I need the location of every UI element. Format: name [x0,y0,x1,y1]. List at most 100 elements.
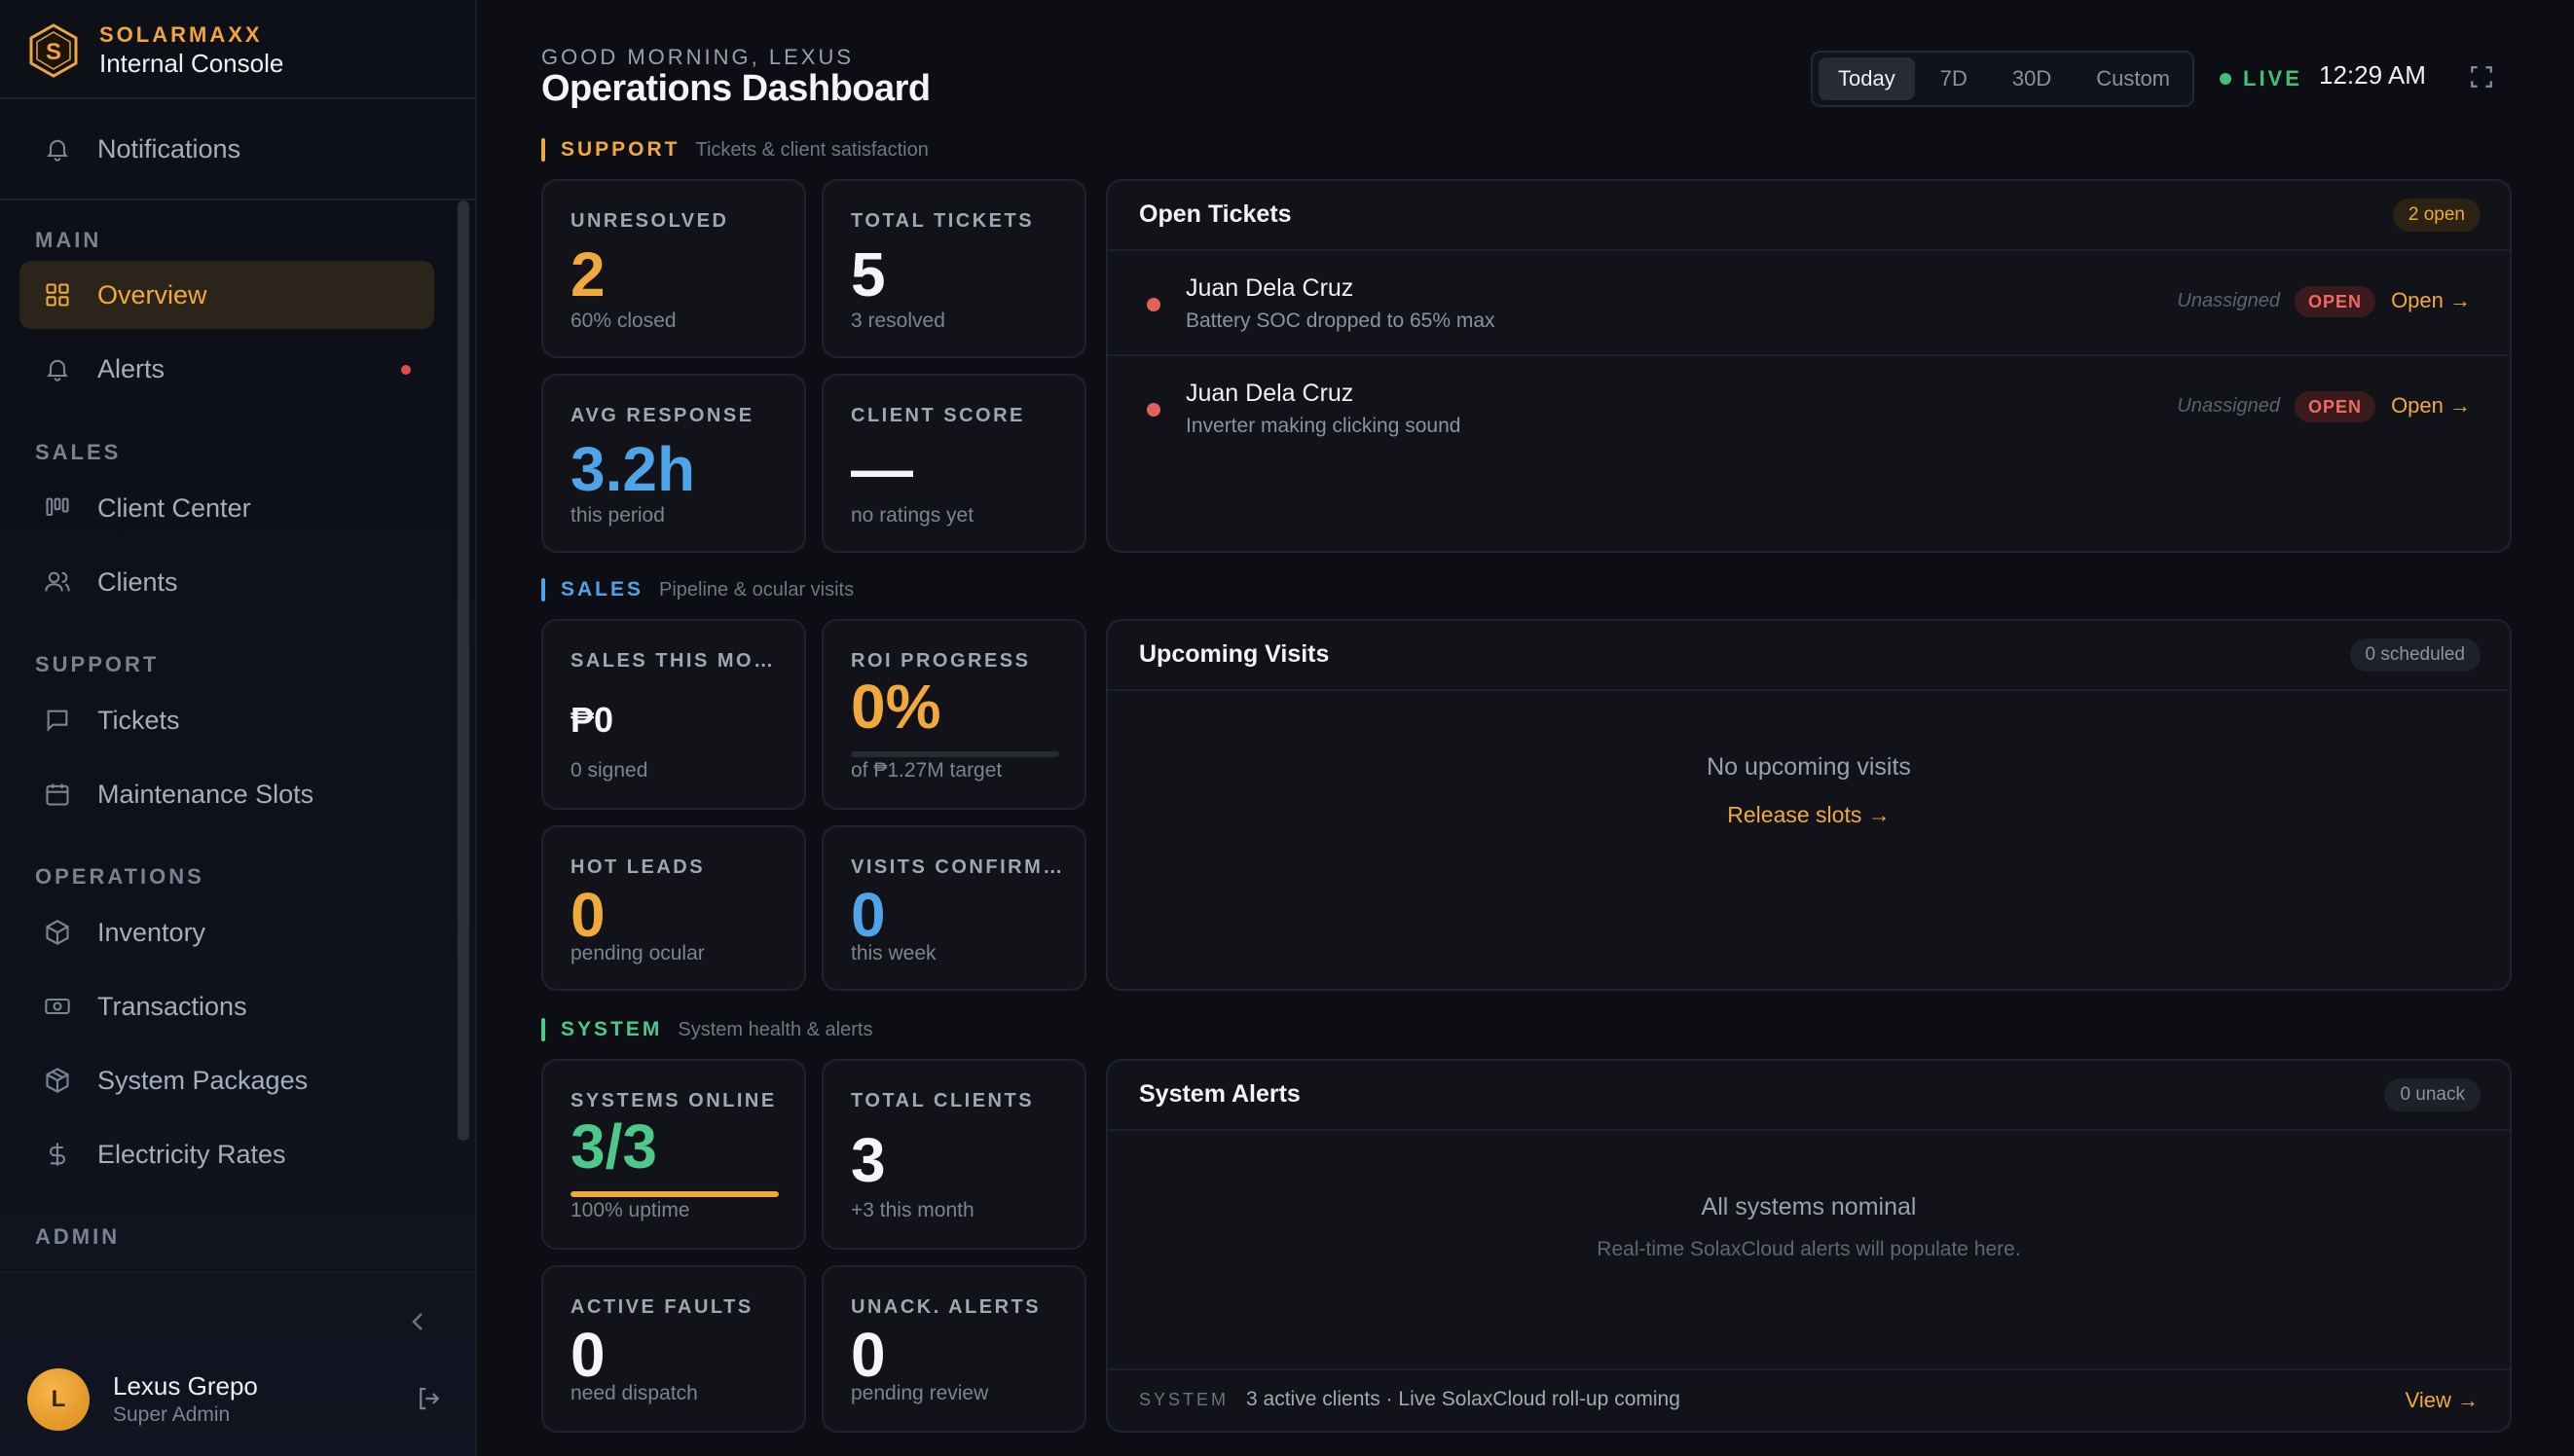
panel-title: Open Tickets [1139,200,1292,228]
kpi-label: SYSTEMS ONLINE [570,1090,777,1111]
grid-icon [43,280,72,309]
kpi-label: VISITS CONFIRMED [851,856,1065,878]
calendar-icon [43,780,72,809]
kpi-unresolved[interactable]: UNRESOLVED 2 60% closed [541,179,806,358]
sidebar-item-system-packages[interactable]: System Packages [19,1046,434,1114]
panel-title: Upcoming Visits [1139,640,1330,668]
ticket-assignee: Unassigned [2177,290,2280,311]
status-badge: OPEN [2294,391,2375,422]
open-tickets-panel: Open Tickets 2 open Juan Dela Cruz Batte… [1106,179,2512,553]
kpi-label: ROI PROGRESS [851,650,1031,672]
alert-indicator-dot [401,365,411,375]
kpi-total-tickets[interactable]: TOTAL TICKETS 5 3 resolved [822,179,1086,358]
kpi-systems-online[interactable]: SYSTEMS ONLINE 3/3 100% uptime [541,1059,806,1250]
section-title: SALES [561,578,644,601]
section-description: System health & alerts [678,1018,873,1040]
kpi-active-faults[interactable]: ACTIVE FAULTS 0 need dispatch [541,1265,806,1433]
ticket-description: Inverter making clicking sound [1186,415,1461,437]
user-profile[interactable]: L Lexus Grepo Super Admin [27,1368,258,1431]
sidebar-item-label: Clients [97,566,178,597]
brand[interactable]: S SOLARMAXX Internal Console [27,21,283,80]
kanban-icon [43,493,72,523]
sidebar-item-clients[interactable]: Clients [19,548,434,616]
fullscreen-button[interactable] [2469,64,2494,90]
priority-dot [1147,298,1160,311]
collapse-sidebar-button[interactable] [403,1304,432,1339]
user-info: Lexus Grepo Super Admin [113,1370,258,1429]
range-today-button[interactable]: Today [1819,57,1915,100]
kpi-value: 0 [851,880,886,950]
kpi-value: 5 [851,239,886,309]
sidebar-item-maintenance-slots[interactable]: Maintenance Slots [19,760,434,828]
banknote-icon [43,992,72,1021]
kpi-value: 0 [570,880,606,950]
kpi-client-score[interactable]: CLIENT SCORE — no ratings yet [822,374,1086,553]
section-accent-bar [541,1018,545,1041]
ticket-client-name: Juan Dela Cruz [1186,274,1354,302]
ticket-description: Battery SOC dropped to 65% max [1186,309,1495,332]
open-ticket-link[interactable]: Open → [2391,288,2471,312]
section-title: SYSTEM [561,1018,663,1040]
kpi-value: ₱0 [570,700,614,740]
open-ticket-link[interactable]: Open → [2391,393,2471,418]
sidebar-item-transactions[interactable]: Transactions [19,972,434,1040]
kpi-roi-progress[interactable]: ROI PROGRESS 0% of ₱1.27M target [822,619,1086,810]
kpi-label: HOT LEADS [570,856,706,878]
sidebar-item-inventory[interactable]: Inventory [19,898,434,966]
user-role: Super Admin [113,1403,231,1426]
kpi-total-clients[interactable]: TOTAL CLIENTS 3 +3 this month [822,1059,1086,1250]
kpi-subtext: 100% uptime [570,1199,690,1221]
release-slots-link[interactable]: Release slots → [1727,802,1891,827]
kpi-label: SALES THIS MONTH [570,650,785,672]
ticket-row[interactable]: Juan Dela Cruz Inverter making clicking … [1108,356,2510,461]
kpi-value: 0 [570,1320,606,1390]
ticket-row[interactable]: Juan Dela Cruz Battery SOC dropped to 65… [1108,251,2510,356]
system-alerts-panel: System Alerts 0 unack All systems nomina… [1106,1059,2512,1433]
package-icon [43,1066,72,1095]
expand-icon [2471,66,2492,88]
sidebar-divider [0,97,475,99]
kpi-subtext: pending ocular [570,942,705,965]
clock: 12:29 AM [2319,60,2426,90]
sidebar-item-overview[interactable]: Overview [19,261,434,329]
range-7d-button[interactable]: 7D [1939,66,1967,91]
section-description: Tickets & client satisfaction [695,138,929,161]
ticket-client-name: Juan Dela Cruz [1186,380,1354,407]
empty-state-subtext: Real-time SolaxCloud alerts will populat… [1597,1238,2021,1260]
range-30d-button[interactable]: 30D [2011,66,2052,91]
kpi-avg-response[interactable]: AVG RESPONSE 3.2h this period [541,374,806,553]
kpi-value: 0 [851,1320,886,1390]
section-header-sales: SALES Pipeline & ocular visits [541,578,854,601]
sidebar-item-client-center[interactable]: Client Center [19,474,434,542]
range-custom-button[interactable]: Custom [2096,66,2170,91]
scheduled-count-badge: 0 scheduled [2349,638,2481,672]
bell-icon [43,354,72,383]
kpi-subtext: this period [570,504,665,527]
sidebar-item-alerts[interactable]: Alerts [19,335,434,403]
sidebar-section-operations: OPERATIONS [35,864,204,889]
sidebar-scrollbar[interactable] [458,200,469,1141]
priority-dot [1147,403,1160,417]
live-indicator: LIVE [2220,66,2302,91]
section-header-system: SYSTEM System health & alerts [541,1018,872,1041]
logout-button[interactable] [415,1384,448,1417]
user-name: Lexus Grepo [113,1371,258,1401]
logout-icon [420,1387,440,1410]
sidebar-item-notifications[interactable]: Notifications [19,115,434,183]
sidebar-item-label: Electricity Rates [97,1139,286,1169]
users-icon [43,567,72,597]
brand-subtitle: Internal Console [99,49,284,78]
empty-state-message: All systems nominal [1701,1193,1917,1220]
kpi-visits-confirmed[interactable]: VISITS CONFIRMED 0 this week [822,825,1086,991]
kpi-subtext: this week [851,942,937,965]
kpi-unack-alerts[interactable]: UNACK. ALERTS 0 pending review [822,1265,1086,1433]
kpi-sales-this-month[interactable]: SALES THIS MONTH ₱0 0 signed [541,619,806,810]
date-range-selector: Today 7D 30D Custom [1811,51,2194,107]
brand-name: SOLARMAXX [99,22,263,47]
kpi-hot-leads[interactable]: HOT LEADS 0 pending ocular [541,825,806,991]
sidebar-section-main: MAIN [35,228,102,252]
view-alerts-link[interactable]: View → [2405,1388,2479,1412]
sidebar-item-electricity-rates[interactable]: Electricity Rates [19,1120,434,1188]
sidebar-item-label: System Packages [97,1065,309,1095]
sidebar-item-tickets[interactable]: Tickets [19,686,434,754]
